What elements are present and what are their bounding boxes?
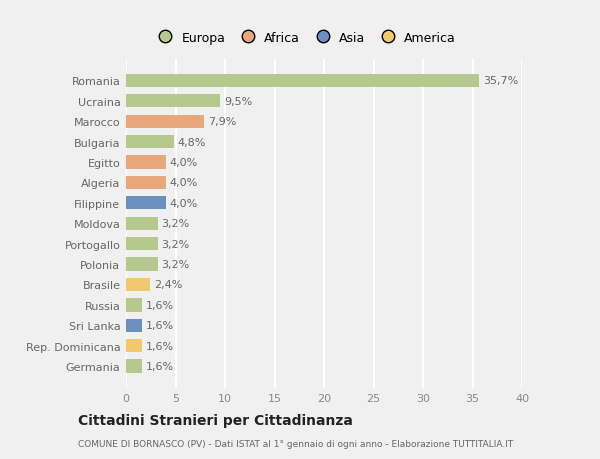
Bar bbox=[126, 278, 150, 291]
Text: 4,0%: 4,0% bbox=[170, 198, 198, 208]
Bar bbox=[126, 237, 158, 251]
Text: 2,4%: 2,4% bbox=[154, 280, 182, 290]
Bar bbox=[126, 299, 142, 312]
Bar bbox=[126, 156, 166, 169]
Bar bbox=[126, 115, 204, 129]
Bar bbox=[126, 136, 173, 149]
Bar bbox=[126, 319, 142, 332]
Bar bbox=[126, 176, 166, 190]
Bar bbox=[126, 197, 166, 210]
Bar bbox=[126, 217, 158, 230]
Legend: Europa, Africa, Asia, America: Europa, Africa, Asia, America bbox=[148, 27, 461, 50]
Text: 7,9%: 7,9% bbox=[208, 117, 236, 127]
Bar bbox=[126, 95, 220, 108]
Bar bbox=[126, 360, 142, 373]
Text: 4,8%: 4,8% bbox=[178, 137, 206, 147]
Text: 1,6%: 1,6% bbox=[146, 361, 174, 371]
Text: Cittadini Stranieri per Cittadinanza: Cittadini Stranieri per Cittadinanza bbox=[78, 414, 353, 428]
Bar bbox=[126, 258, 158, 271]
Text: 35,7%: 35,7% bbox=[484, 76, 518, 86]
Text: 3,2%: 3,2% bbox=[161, 259, 190, 269]
Text: 1,6%: 1,6% bbox=[146, 341, 174, 351]
Text: 9,5%: 9,5% bbox=[224, 96, 252, 106]
Text: 1,6%: 1,6% bbox=[146, 320, 174, 330]
Text: 1,6%: 1,6% bbox=[146, 300, 174, 310]
Text: 3,2%: 3,2% bbox=[161, 219, 190, 229]
Text: 4,0%: 4,0% bbox=[170, 158, 198, 168]
Text: 4,0%: 4,0% bbox=[170, 178, 198, 188]
Bar bbox=[126, 339, 142, 353]
Text: COMUNE DI BORNASCO (PV) - Dati ISTAT al 1° gennaio di ogni anno - Elaborazione T: COMUNE DI BORNASCO (PV) - Dati ISTAT al … bbox=[78, 439, 513, 448]
Bar bbox=[126, 75, 479, 88]
Text: 3,2%: 3,2% bbox=[161, 239, 190, 249]
